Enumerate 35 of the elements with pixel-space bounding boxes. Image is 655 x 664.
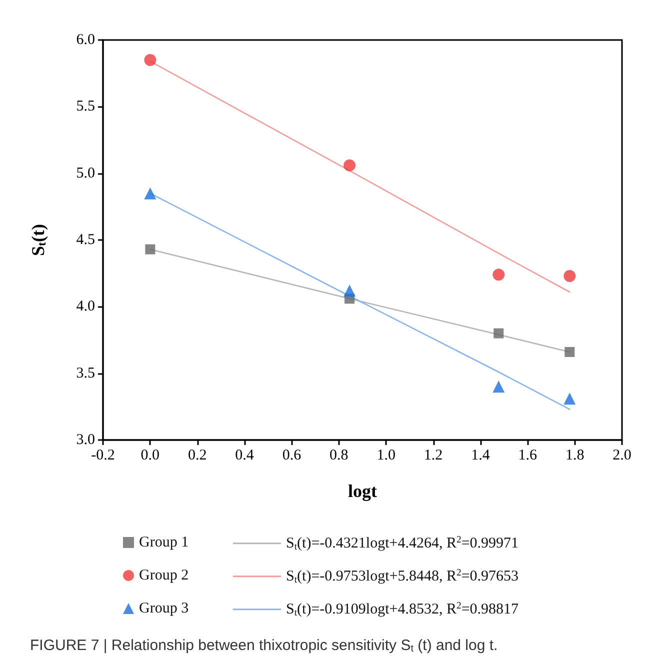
x-tick-label: 1.0 [376,448,396,464]
legend-label: Group 3 [139,600,189,616]
y-tick-label: 6.0 [76,32,95,48]
y-tick-label: 3.5 [76,365,95,382]
y-axis-title: St(t) [28,224,48,256]
x-tick-label: 0.4 [235,448,254,464]
point [144,187,156,200]
point [492,268,505,281]
point [494,328,504,338]
x-tick-label: 1.2 [424,448,443,464]
x-tick-label: 1.4 [471,448,490,464]
legend-label: Group 1 [139,534,189,550]
x-tick-label: -0.2 [91,448,115,464]
point [564,347,575,357]
x-tick-label: 0.8 [330,448,348,464]
point [145,244,156,254]
x-tick-label: 0.6 [282,448,302,464]
x-tick-label: 0.2 [188,448,207,464]
point [144,54,156,66]
point [344,159,356,172]
x-tick-label: 0.0 [140,448,160,464]
x-tick-label: 1.8 [565,448,584,464]
point [492,380,505,393]
point [344,284,356,297]
y-tick-label: 4.5 [76,232,95,248]
y-tick-label: 5.5 [76,98,95,115]
x-tick-label: 1.6 [518,448,538,464]
y-tick-label: 3.0 [76,432,95,448]
x-tick-label: 2.0 [612,448,632,464]
y-tick-label: 5.0 [76,165,95,182]
legend-label: Group 2 [139,568,189,584]
point [564,392,576,405]
y-tick-label: 4.0 [76,298,95,315]
point [564,270,576,282]
x-axis-title: logt [348,481,377,501]
